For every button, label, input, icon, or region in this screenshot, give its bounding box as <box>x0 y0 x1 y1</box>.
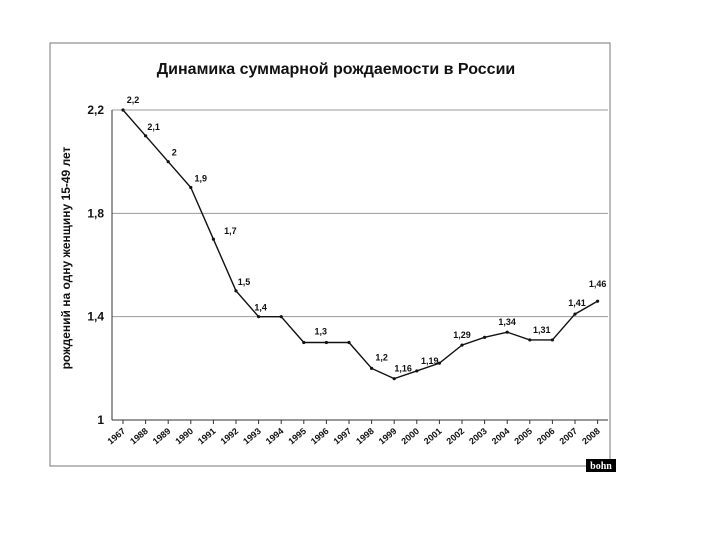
data-label: 1,2 <box>375 352 388 362</box>
data-label: 1,9 <box>195 174 208 184</box>
data-point <box>257 315 261 319</box>
data-label: 1,41 <box>568 298 586 308</box>
watermark: bohn <box>586 459 616 472</box>
data-point <box>347 340 351 345</box>
data-point <box>324 340 328 345</box>
data-point <box>483 335 487 339</box>
data-point <box>234 289 238 293</box>
y-tick-label: 1 <box>97 413 104 427</box>
gridlines <box>112 109 608 318</box>
data-point <box>121 108 125 112</box>
chart-title: Динамика суммарной рождаемости в России <box>157 61 515 78</box>
data-point <box>370 366 374 370</box>
data-point <box>573 312 577 316</box>
data-label: 2,1 <box>147 122 160 132</box>
data-point <box>505 330 509 334</box>
data-point <box>302 340 306 345</box>
y-tick-labels: 1 1,4 1,8 2,2 <box>87 103 104 427</box>
data-point <box>550 338 555 342</box>
data-point <box>392 377 396 381</box>
y-tick-label: 1,8 <box>87 206 104 220</box>
data-labels: 2,2 2,1 2 1,9 1,7 1,5 1,4 1,3 1,2 1,16 1,19 1,29 1,3… <box>127 95 607 374</box>
data-label: 1,34 <box>498 317 516 327</box>
data-point <box>437 361 441 365</box>
data-label: 1,46 <box>589 279 607 289</box>
axes <box>111 110 608 424</box>
data-point <box>460 343 464 347</box>
data-label: 1,16 <box>394 364 412 374</box>
data-point <box>528 338 532 342</box>
data-label: 1,19 <box>421 356 439 366</box>
series-line-group <box>122 109 598 380</box>
data-label: 1,5 <box>238 277 251 287</box>
watermark-text: bohn <box>590 461 612 472</box>
data-points <box>121 108 600 381</box>
data-label: 1,7 <box>224 226 237 236</box>
y-axis-label: рождений на одну женщину 15-49 лет <box>59 146 73 369</box>
data-label: 1,31 <box>533 325 551 335</box>
data-label: 1,29 <box>453 330 471 340</box>
data-label: 1,3 <box>315 327 328 337</box>
series-line <box>122 109 598 380</box>
data-point <box>144 134 148 138</box>
data-label: 2,2 <box>127 95 140 105</box>
data-point <box>211 237 215 241</box>
data-point <box>166 160 170 164</box>
chart-frame <box>49 42 611 467</box>
data-point <box>279 315 283 319</box>
data-point <box>596 299 600 303</box>
data-label: 2 <box>172 148 177 158</box>
data-label: 1,4 <box>254 303 267 313</box>
data-point <box>189 185 193 190</box>
y-tick-label: 1,4 <box>87 310 104 324</box>
y-tick-label: 2,2 <box>87 103 104 117</box>
data-point <box>415 369 419 373</box>
